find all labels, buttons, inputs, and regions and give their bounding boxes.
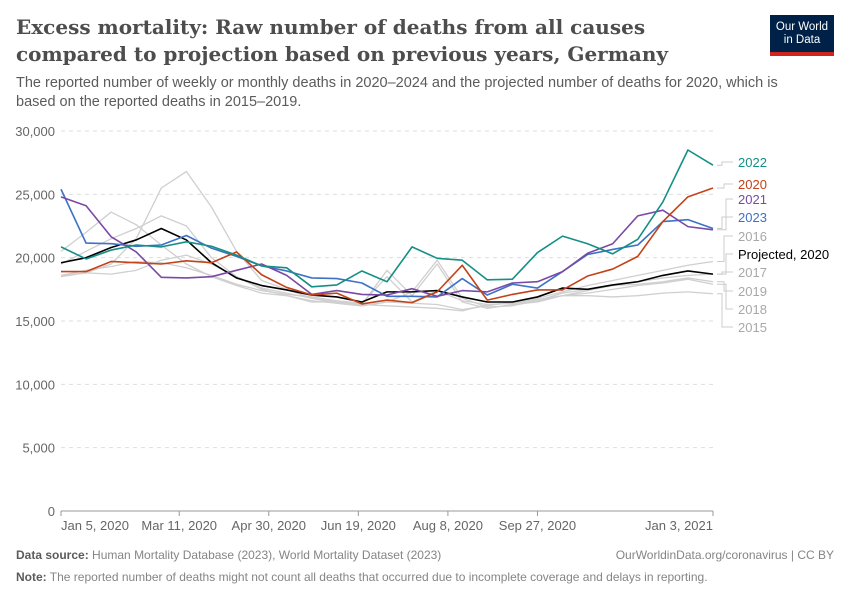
- series-line-2022: [60, 149, 714, 288]
- legend-label-2021: 2021: [738, 192, 767, 207]
- series-line-projected-2020: [60, 227, 714, 303]
- y-tick-label: 30,000: [15, 124, 55, 139]
- legend-label-2023: 2023: [738, 210, 767, 225]
- y-tick-label: 25,000: [15, 187, 55, 202]
- legend-connector: [717, 235, 733, 262]
- note: Note: The reported number of deaths migh…: [16, 570, 708, 584]
- x-tick-label: Aug 8, 2020: [413, 518, 483, 533]
- legend-connector: [717, 183, 733, 189]
- series-line-2015: [60, 215, 714, 309]
- x-tick-label: Sep 27, 2020: [499, 518, 576, 533]
- legend-label-2017: 2017: [738, 265, 767, 280]
- x-tick-label: Mar 11, 2020: [141, 518, 217, 533]
- series-line-2016: [60, 254, 714, 312]
- legend-connector: [717, 281, 733, 292]
- legend-label-2015: 2015: [738, 320, 767, 335]
- note-label: Note:: [16, 570, 47, 584]
- owid-logo[interactable]: Our World in Data: [770, 15, 834, 56]
- legend-label-2019: 2019: [738, 284, 767, 299]
- series-line-2018: [60, 170, 714, 308]
- y-tick-label: 20,000: [15, 251, 55, 266]
- legend-label-2022: 2022: [738, 155, 767, 170]
- data-source: Data source: Human Mortality Database (2…: [16, 548, 441, 562]
- legend-label-2016: 2016: [738, 229, 767, 244]
- y-tick-label: 5,000: [22, 441, 55, 456]
- legend-label-2020: 2020: [738, 177, 767, 192]
- series-line-2021: [60, 196, 714, 298]
- legend-connector: [717, 283, 733, 310]
- y-tick-label: 15,000: [15, 314, 55, 329]
- x-tick-label: Apr 30, 2020: [232, 518, 306, 533]
- source-label: Data source:: [16, 548, 89, 562]
- y-tick-label: 0: [48, 504, 55, 519]
- legend-connector: [717, 253, 733, 275]
- chart-subtitle: The reported number of weekly or monthly…: [16, 75, 778, 110]
- note-text: The reported number of deaths might not …: [49, 570, 708, 584]
- legend-connector: [717, 198, 733, 231]
- legend-connector: [717, 293, 733, 328]
- x-tick-label: Jun 19, 2020: [321, 518, 396, 533]
- legend-connector: [717, 271, 733, 275]
- chart-title: Excess mortality: Raw number of deaths f…: [16, 15, 668, 66]
- series-line-2020: [61, 187, 714, 305]
- source-text: Human Mortality Database (2023), World M…: [92, 548, 442, 562]
- y-tick-label: 10,000: [15, 377, 55, 392]
- line-chart: 0 5,000 10,000 15,000 20,000 25,000 30,000 Jan …: [15, 124, 829, 533]
- legend-label-2018: 2018: [738, 302, 767, 317]
- legend-label-projected-2020: Projected, 2020: [738, 247, 829, 262]
- legend-connector: [717, 161, 733, 166]
- legend-connector: [717, 216, 733, 230]
- x-tick-label: Jan 3, 2021: [645, 518, 713, 533]
- source-link[interactable]: OurWorldinData.org/coronavirus | CC BY: [615, 548, 834, 562]
- x-tick-label: Jan 5, 2020: [61, 518, 129, 533]
